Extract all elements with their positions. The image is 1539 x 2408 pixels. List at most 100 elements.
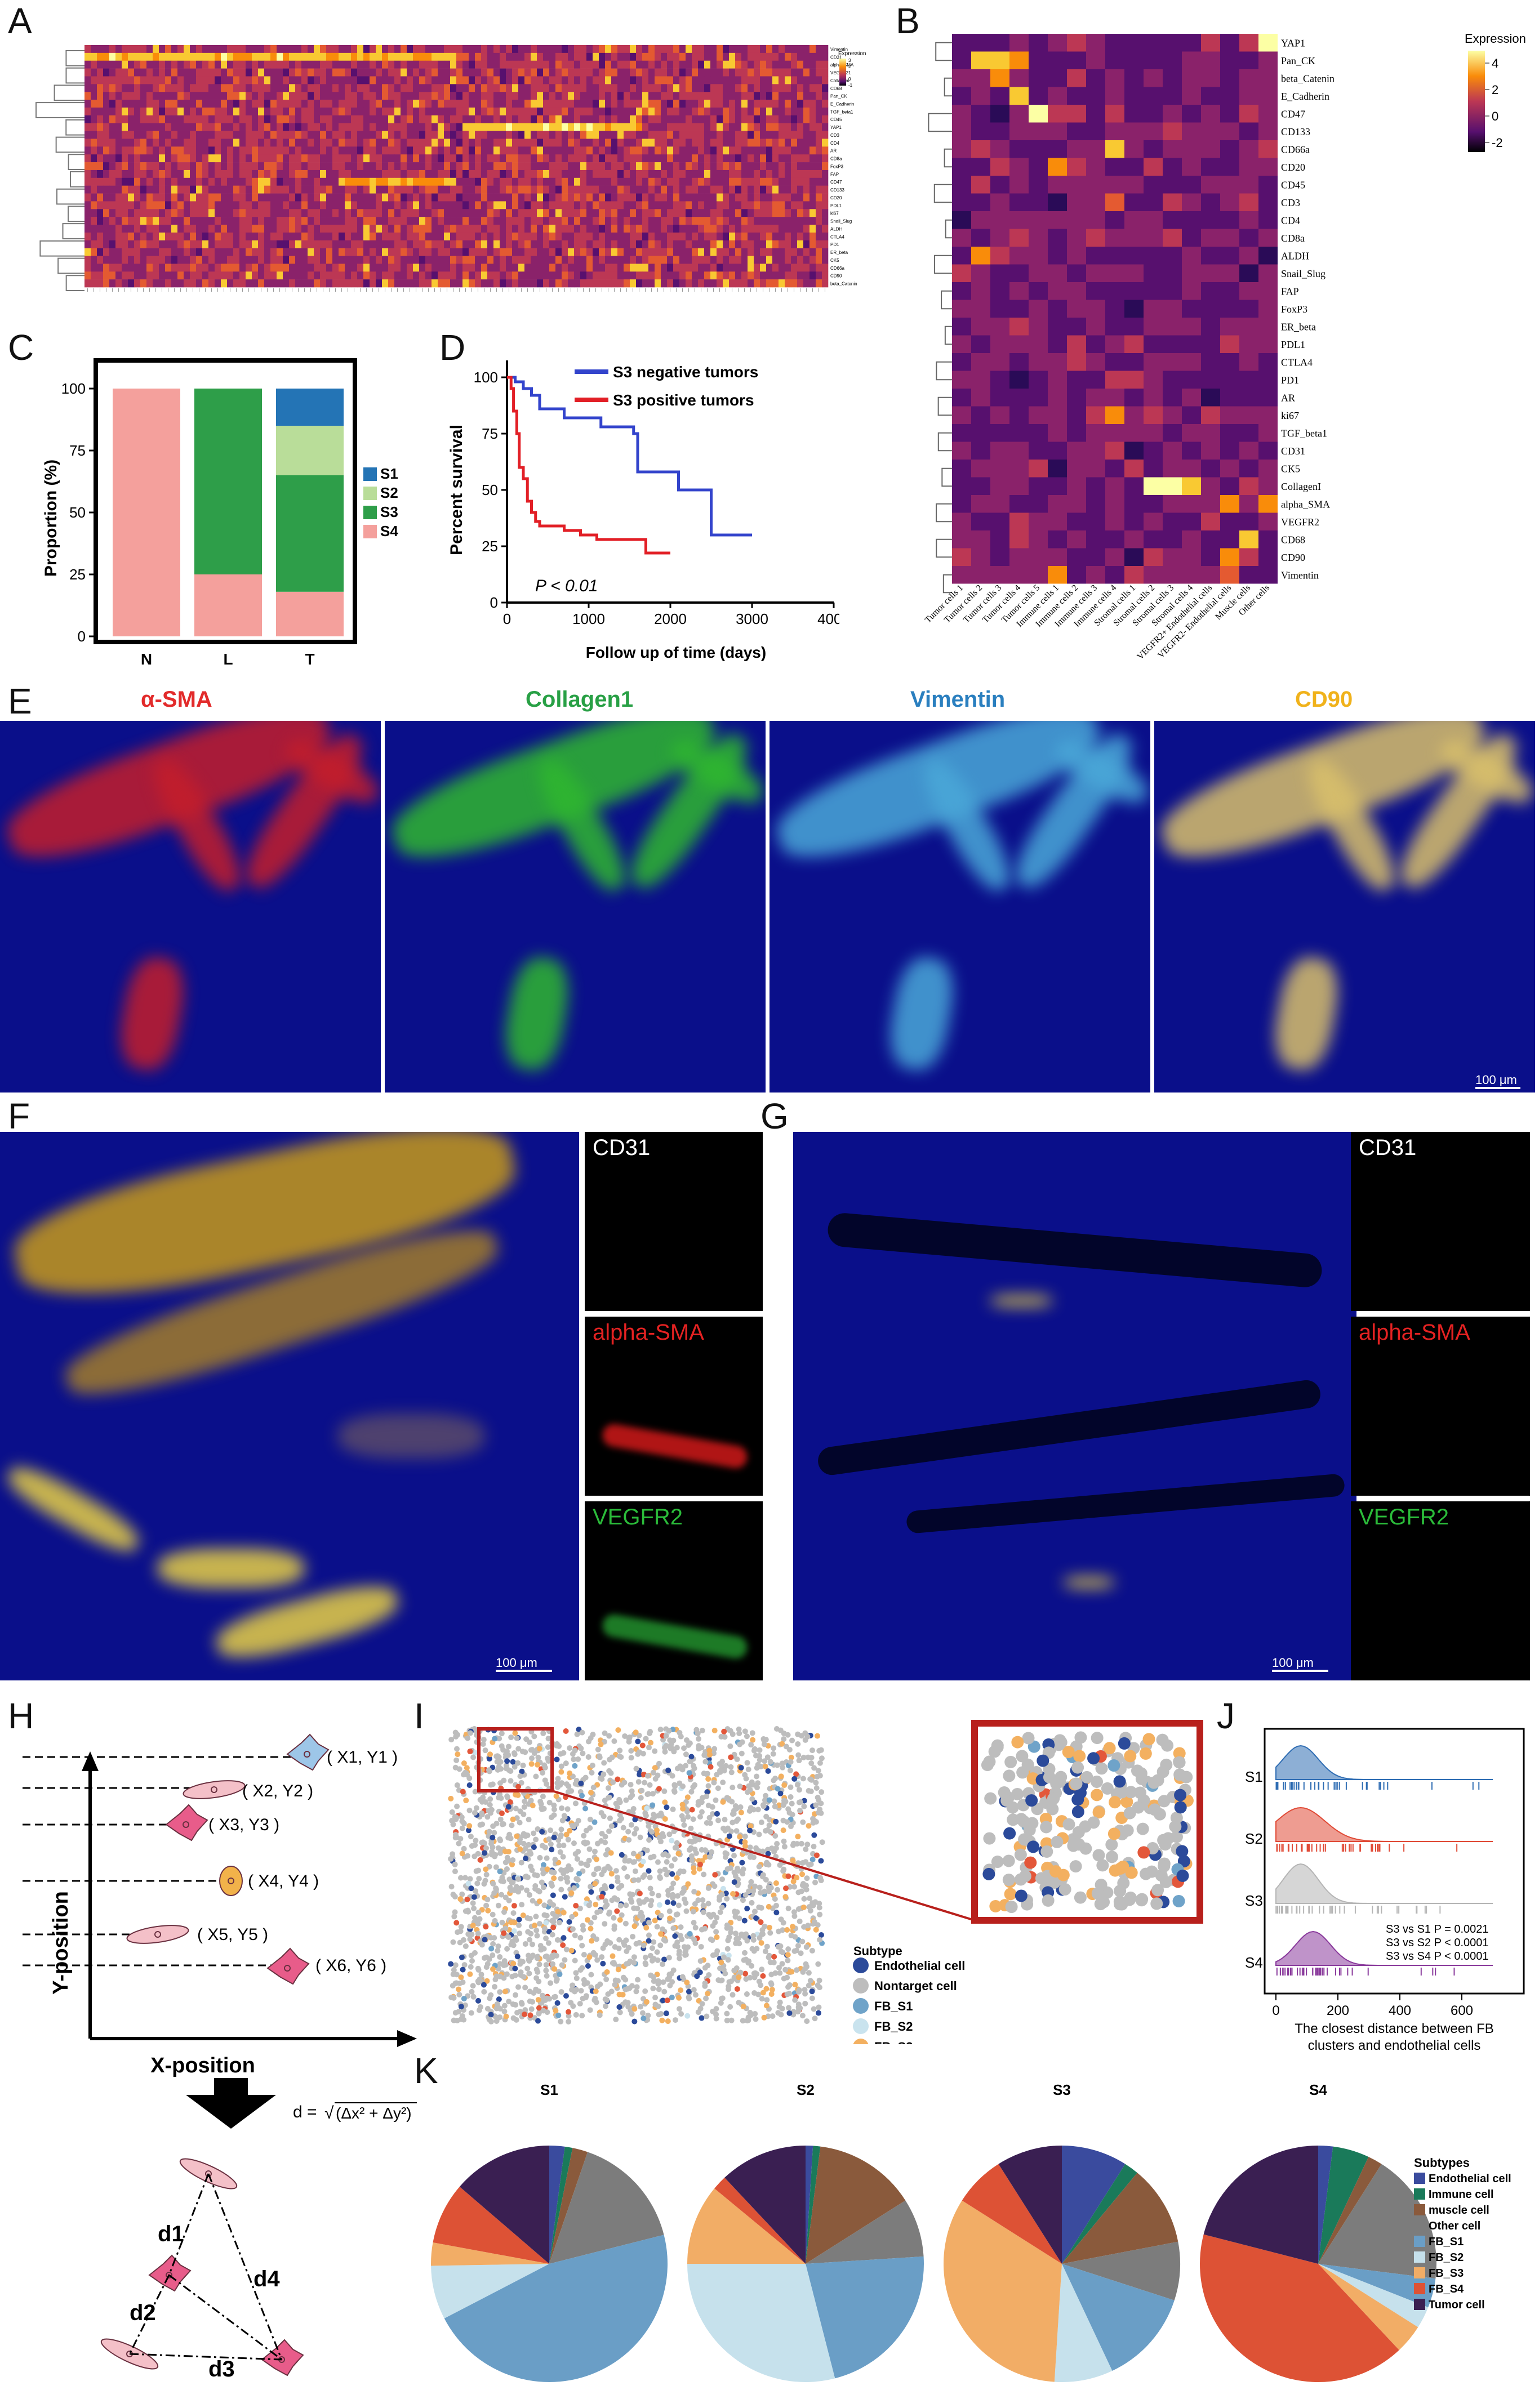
- heatmap-cell: [549, 271, 556, 280]
- heatmap-cell: [661, 271, 668, 280]
- heatmap-cell: [617, 100, 624, 108]
- heatmap-cell: [363, 240, 370, 248]
- heatmap-cell: [1163, 335, 1182, 353]
- heatmap-cell: [754, 248, 760, 256]
- heatmap-cell: [215, 209, 221, 217]
- heatmap-cell: [301, 256, 308, 264]
- heatmap-cell: [518, 225, 525, 233]
- heatmap-cell: [91, 248, 97, 256]
- heatmap-cell: [518, 248, 525, 256]
- heatmap-cell: [128, 146, 135, 155]
- heatmap-cell: [419, 52, 426, 61]
- heatmap-cell: [512, 209, 519, 217]
- heatmap-cell: [308, 84, 314, 92]
- heatmap-cell: [308, 201, 314, 209]
- heatmap-cell: [419, 225, 426, 233]
- heatmap-cell: [295, 162, 302, 171]
- heatmap-cell: [1182, 158, 1201, 176]
- heatmap-cell: [233, 232, 240, 241]
- heatmap-cell: [115, 248, 122, 256]
- heatmap-cell: [357, 52, 364, 61]
- heatmap-cell: [215, 217, 221, 225]
- heatmap-cell: [258, 52, 265, 61]
- heatmap-cell: [630, 92, 637, 100]
- heatmap-cell: [159, 68, 166, 77]
- heatmap-cell: [717, 217, 723, 225]
- panel-a-heatmap: VimentinCD31alpha_SMAVEGFR2CollagenICD68…: [35, 45, 866, 292]
- heatmap-cell: [500, 154, 506, 163]
- heatmap-cell: [686, 92, 692, 100]
- heatmap-cell: [184, 162, 190, 171]
- heatmap-cell: [599, 139, 606, 147]
- heatmap-cell: [717, 123, 723, 131]
- heatmap-cell: [258, 60, 265, 69]
- heatmap-cell: [543, 170, 550, 179]
- heatmap-cell: [301, 279, 308, 288]
- heatmap-cell: [599, 162, 606, 171]
- heatmap-cell: [624, 256, 630, 264]
- heatmap-cell: [500, 225, 506, 233]
- heatmap-cell: [221, 84, 228, 92]
- heatmap-cell: [456, 76, 463, 84]
- heatmap-cell: [661, 193, 668, 202]
- heatmap-cell: [785, 146, 791, 155]
- heatmap-cell: [258, 68, 265, 77]
- heatmap-cell: [797, 217, 804, 225]
- heatmap-cell: [171, 146, 178, 155]
- heatmap-cell: [772, 139, 779, 147]
- heatmap-cell: [357, 162, 364, 171]
- heatmap-cell: [407, 60, 413, 69]
- heatmap-cell: [717, 279, 723, 288]
- heatmap-cell: [1258, 442, 1278, 460]
- heatmap-cell: [382, 201, 389, 209]
- heatmap-cell: [971, 335, 990, 353]
- heatmap-cell: [413, 240, 420, 248]
- panel-g-vegfr2-label: VEGFR2: [1359, 1505, 1449, 1529]
- heatmap-cell: [450, 92, 457, 100]
- heatmap-cell: [760, 60, 767, 69]
- heatmap-cell: [531, 60, 537, 69]
- heatmap-cell: [376, 177, 382, 186]
- panel-i-cell-dot: [577, 1905, 583, 1911]
- heatmap-cell: [605, 170, 612, 179]
- heatmap-cell: [444, 100, 451, 108]
- heatmap-cell: [723, 45, 730, 53]
- panel-label-b: B: [896, 1, 920, 41]
- panel-i-cell-dot: [806, 1970, 812, 1976]
- heatmap-cell: [1124, 105, 1144, 123]
- heatmap-cell: [748, 52, 754, 61]
- heatmap-cell: [531, 92, 537, 100]
- heatmap-cell: [252, 240, 259, 248]
- heatmap-cell: [196, 146, 203, 155]
- heatmap-cell: [1144, 335, 1163, 353]
- heatmap-cell: [655, 271, 661, 280]
- panel-a-dendrogram-branch: [35, 102, 84, 118]
- heatmap-cell: [326, 248, 333, 256]
- heatmap-cell: [165, 209, 172, 217]
- heatmap-cell: [599, 115, 606, 124]
- heatmap-cell: [246, 177, 252, 186]
- heatmap-cell: [308, 115, 314, 124]
- heatmap-cell: [748, 154, 754, 163]
- heatmap-cell: [518, 60, 525, 69]
- heatmap-cell: [661, 100, 668, 108]
- heatmap-cell: [661, 177, 668, 186]
- heatmap-cell: [407, 52, 413, 61]
- heatmap-cell: [221, 209, 228, 217]
- heatmap-cell: [103, 162, 110, 171]
- heatmap-cell: [394, 76, 401, 84]
- heatmap-cell: [128, 84, 135, 92]
- heatmap-cell: [717, 146, 723, 155]
- heatmap-cell: [1048, 229, 1067, 247]
- heatmap-cell: [797, 84, 804, 92]
- heatmap-cell: [698, 100, 705, 108]
- heatmap-cell: [518, 193, 525, 202]
- heatmap-cell: [698, 264, 705, 272]
- heatmap-cell: [785, 52, 791, 61]
- panel-i-cell-dot: [699, 1809, 705, 1815]
- heatmap-cell: [487, 185, 494, 194]
- heatmap-cell: [493, 84, 500, 92]
- heatmap-cell: [134, 279, 141, 288]
- heatmap-cell: [518, 100, 525, 108]
- heatmap-cell: [605, 146, 612, 155]
